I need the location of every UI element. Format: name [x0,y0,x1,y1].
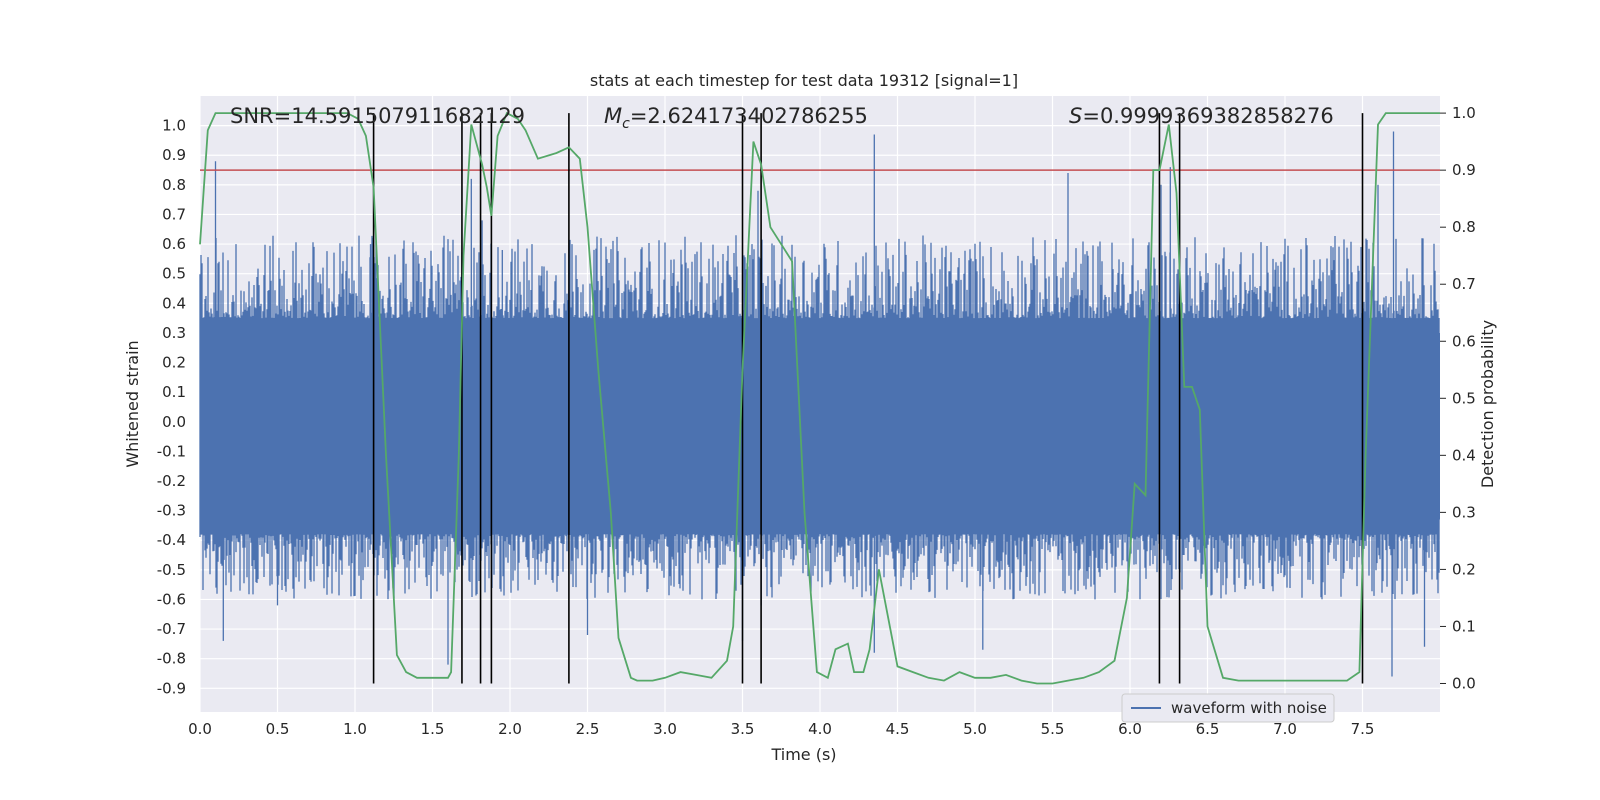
x-tick-label: 6.0 [1118,720,1142,738]
y-axis-label: Whitened strain [123,340,142,467]
y-right-tick-label: 0.4 [1452,446,1476,464]
y-tick-label: 0.0 [162,413,186,431]
y-tick-label: 0.7 [162,205,186,223]
x-tick-label: 1.0 [343,720,367,738]
y-right-tick-label: 0.9 [1452,161,1476,179]
probability-line [199,111,1440,685]
x-tick-label: 0.0 [188,720,212,738]
y-tick-label: -0.5 [157,561,186,579]
chart-title: stats at each timestep for test data 193… [590,71,1018,90]
y-tick-label: 0.2 [162,354,186,372]
y-tick-label: -0.3 [157,502,186,520]
event-lines [372,113,1364,684]
y-tick-label: 0.1 [162,383,186,401]
y-right-tick-label: 0.8 [1452,218,1476,236]
y-right-tick-label: 0.7 [1452,275,1476,293]
y-right-tick-label: 0.3 [1452,503,1476,521]
y-tick-label: -0.8 [157,650,186,668]
y-right-tick-label: 0.6 [1452,332,1476,350]
y-tick-label: 0.6 [162,235,186,253]
y-right-tick-label: 0.5 [1452,389,1476,407]
x-tick-label: 3.5 [731,720,755,738]
legend-label: waveform with noise [1171,699,1327,717]
significance-annotation: S=0.9999369382858276 [1069,104,1334,128]
y-tick-label: -0.1 [157,442,186,460]
y-tick-label: 0.5 [162,265,186,283]
y-tick-label: -0.9 [157,679,186,697]
x-tick-label: 2.5 [576,720,600,738]
legend-box [1121,693,1335,723]
x-tick-label: 1.5 [421,720,445,738]
y-tick-label: -0.6 [157,590,186,608]
x-tick-label: 0.5 [266,720,290,738]
y-tick-label: -0.2 [157,472,186,490]
x-tick-label: 7.5 [1351,720,1375,738]
y-tick-label: 0.4 [162,294,186,312]
y-right-tick-label: 0.0 [1452,674,1476,692]
y-tick-label: -0.4 [157,531,186,549]
y-right-tick-label: 0.2 [1452,560,1476,578]
x-tick-label: 4.5 [886,720,910,738]
x-axis-label: Time (s) [770,745,836,764]
waveform-core [200,332,1440,520]
x-tick-label: 2.0 [498,720,522,738]
y-right-tick-label: 0.1 [1452,617,1476,635]
x-axis-ticks: 0.0 0.5 1.0 1.5 2.0 2.5 3.0 3.5 4.0 4.5 5.0 5.5 6.0 6… [188,720,1374,738]
y-right-axis-ticks: 1.0 0.9 0.8 0.7 0.6 0.5 0.4 0.3 0.2 0.1 0.0 [1440,104,1476,692]
significance-value: =0.9999369382858276 [1082,104,1333,128]
legend: waveform with noise [1121,693,1335,723]
x-tick-label: 5.0 [963,720,987,738]
snr-annotation: SNR=14.591507911682129 [230,104,525,128]
probability-series [199,111,1440,685]
x-tick-label: 6.5 [1196,720,1220,738]
chirp-mass-annotation: Mc=2.624173402786255 [604,104,868,132]
x-tick-label: 3.0 [653,720,677,738]
waveform-series [199,131,1440,677]
y-tick-label: -0.7 [157,620,186,638]
chirp-mass-symbol: M [604,104,622,128]
y-tick-label: 0.9 [162,146,186,164]
x-tick-label: 5.5 [1041,720,1065,738]
y-tick-label: 0.3 [162,324,186,342]
chirp-mass-subscript: c [622,116,630,132]
y-tick-label: 1.0 [162,117,186,135]
chirp-mass-value: =2.624173402786255 [630,104,868,128]
y-right-tick-label: 1.0 [1452,104,1476,122]
y-tick-label: 0.8 [162,176,186,194]
x-tick-label: 7.0 [1273,720,1297,738]
y-right-axis-label: Detection probability [1478,320,1497,488]
y-axis-ticks: 1.0 0.9 0.8 0.7 0.6 0.5 0.4 0.3 0.2 0.1 0.0 -0.1 -0.… [157,117,186,698]
significance-symbol: S [1069,104,1082,128]
x-tick-label: 4.0 [808,720,832,738]
